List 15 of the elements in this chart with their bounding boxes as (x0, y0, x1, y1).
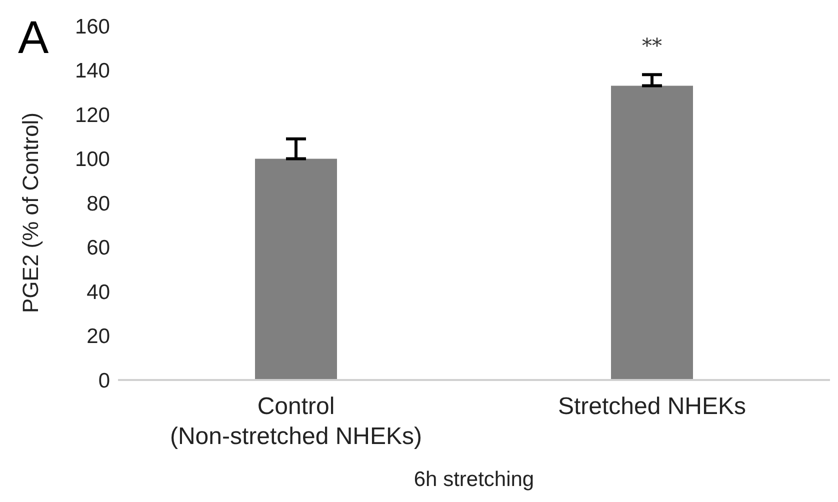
y-tick-label: 80 (86, 192, 110, 216)
annotation: ** (642, 34, 662, 58)
y-tick-label: 120 (74, 104, 110, 127)
x-tick-label: Control (Non-stretched NHEKs) (170, 393, 422, 450)
y-tick-label: 0 (98, 369, 110, 392)
y-axis-title: PGE2 (% of Control) (18, 112, 43, 313)
y-tick-label: 60 (86, 236, 110, 260)
x-axis-title: 6h stretching (414, 468, 534, 491)
y-tick-label: 20 (86, 325, 110, 348)
y-tick-label: 140 (74, 60, 110, 83)
x-tick-label: Stretched NHEKs (558, 393, 746, 420)
y-tick-label: 160 (74, 15, 110, 38)
y-tick-label: 40 (86, 280, 110, 304)
y-tick-label: 100 (74, 148, 110, 172)
text: A (18, 10, 49, 64)
